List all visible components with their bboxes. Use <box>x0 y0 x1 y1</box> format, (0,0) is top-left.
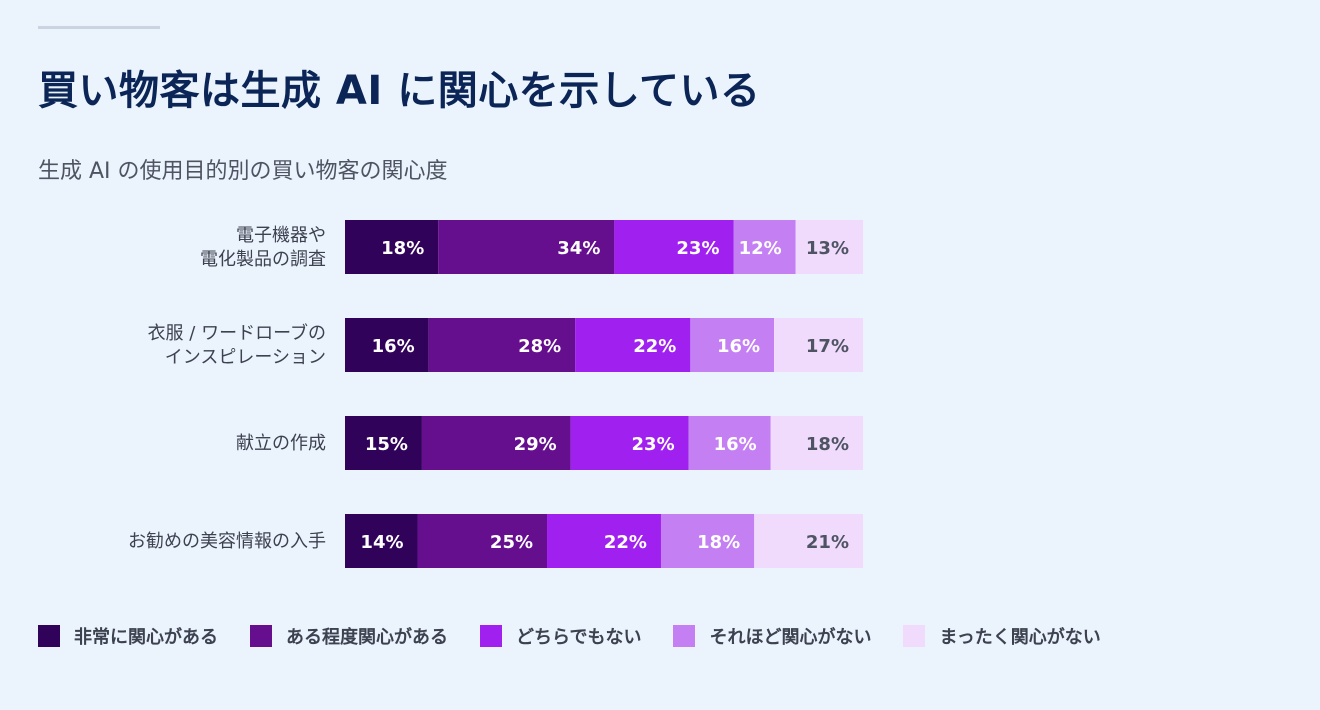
bar-segment <box>770 416 863 470</box>
legend-swatch <box>673 625 696 647</box>
legend-label: まったく関心がない <box>939 627 1101 648</box>
bar-segment <box>438 220 615 274</box>
stacked-bar-chart: 電子機器や電化製品の調査 18% 34% 23% 12% 13% 衣服 / ワードローブのイ… <box>128 220 863 568</box>
bar-segment <box>428 318 576 372</box>
legend-swatch <box>903 625 926 647</box>
chart-legend: 非常に関心がある ある程度関心がある どちらでもない それほど関心がない まったく関心が… <box>38 623 1133 649</box>
legend-label: それほど関心がない <box>709 627 872 648</box>
bar-segment <box>345 220 439 274</box>
data-label: 18% <box>806 434 849 455</box>
bar-segment <box>688 416 771 470</box>
bar-segment <box>421 416 571 470</box>
chart-subtitle: 生成 AI の使用目的別の買い物客の関心度 <box>38 159 448 184</box>
legend-label: ある程度関心がある <box>286 627 448 648</box>
bar-segment <box>417 514 548 568</box>
data-label: 25% <box>490 532 533 553</box>
legend-item: ある程度関心がある <box>250 623 448 649</box>
legend-item: どちらでもない <box>480 623 641 649</box>
bar-segment <box>660 514 755 568</box>
top-divider <box>38 26 160 29</box>
legend-swatch <box>38 625 60 647</box>
bar-segment <box>345 416 422 470</box>
data-label: 23% <box>676 238 719 259</box>
category-label: 衣服 / ワードローブのインスピレーション <box>148 322 326 368</box>
data-label: 18% <box>381 238 424 259</box>
data-label: 28% <box>518 336 561 357</box>
category-label: 献立の作成 <box>236 433 326 454</box>
bar-segment <box>690 318 775 372</box>
category-label: 電子機器や電化製品の調査 <box>200 225 326 270</box>
data-label: 13% <box>806 238 849 259</box>
legend-swatch <box>250 625 272 647</box>
legend-item: それほど関心がない <box>673 623 871 649</box>
data-label: 16% <box>717 336 760 357</box>
page-title: 買い物客は生成 AI に関心を示している <box>38 68 761 114</box>
legend-swatch <box>480 625 502 647</box>
data-label: 18% <box>697 532 740 553</box>
data-label: 14% <box>360 532 403 553</box>
category-label: お勧めの美容情報の入手 <box>128 531 326 552</box>
bar-segment <box>575 318 691 372</box>
data-label: 16% <box>714 434 757 455</box>
legend-item: まったく関心がない <box>903 623 1101 649</box>
bar-segment <box>754 514 863 568</box>
data-label: 22% <box>633 336 676 357</box>
legend-item: 非常に関心がある <box>38 623 218 649</box>
bar-segment <box>795 220 863 274</box>
data-label: 21% <box>806 532 849 553</box>
bar-segment <box>733 220 796 274</box>
data-label: 29% <box>514 434 557 455</box>
data-label: 15% <box>365 434 408 455</box>
bar-segment <box>345 514 418 568</box>
bar-segment <box>614 220 734 274</box>
data-label: 17% <box>806 336 849 357</box>
data-label: 23% <box>632 434 675 455</box>
legend-label: どちらでもない <box>516 627 642 648</box>
legend-label: 非常に関心がある <box>74 627 218 648</box>
bar-segment <box>547 514 661 568</box>
bar-segment <box>345 318 429 372</box>
data-label: 22% <box>604 532 647 553</box>
bar-segment <box>774 318 863 372</box>
data-label: 16% <box>372 336 415 357</box>
data-label: 34% <box>557 238 600 259</box>
data-label: 12% <box>739 238 782 259</box>
bar-segment <box>570 416 689 470</box>
